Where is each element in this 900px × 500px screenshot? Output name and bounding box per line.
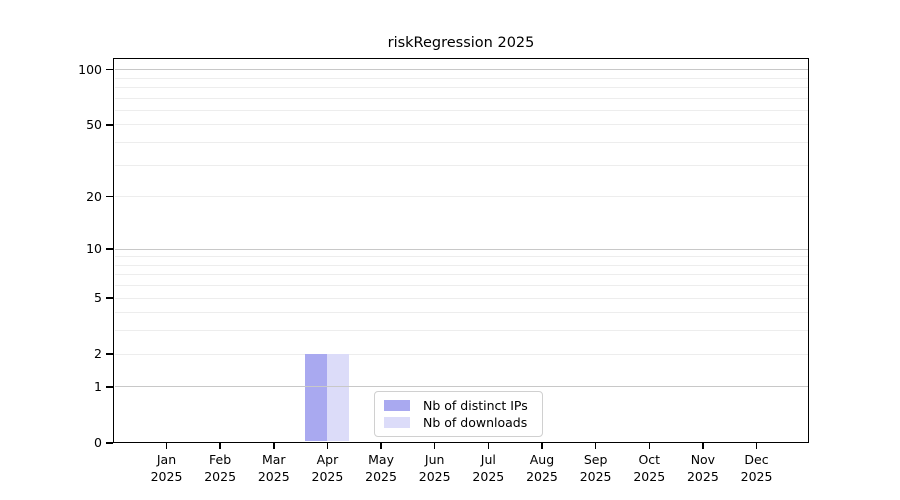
x-tick-label: Apr 2025 xyxy=(311,452,344,484)
bar-nb-of-downloads xyxy=(327,354,350,442)
x-axis-tick xyxy=(541,443,543,449)
legend-item-distinct-ips: Nb of distinct IPs xyxy=(384,398,533,413)
x-axis-tick xyxy=(165,443,168,449)
x-tick-label: Oct 2025 xyxy=(633,452,666,484)
gridline xyxy=(114,353,808,355)
bar-nb-of-distinct-ips xyxy=(305,354,328,442)
y-tick-label: 10 xyxy=(86,241,102,257)
y-tick-label: 2 xyxy=(94,346,102,362)
gridline xyxy=(114,256,808,258)
gridline xyxy=(114,142,808,144)
legend-swatch-distinct-ips xyxy=(384,399,410,411)
legend-swatch-downloads xyxy=(384,417,410,429)
x-tick-label: Feb 2025 xyxy=(204,452,237,484)
legend-item-downloads: Nb of downloads xyxy=(384,415,533,430)
chart-title: riskRegression 2025 xyxy=(387,35,535,51)
y-axis-tick xyxy=(106,248,113,250)
x-axis-tick xyxy=(594,443,597,449)
gridline xyxy=(114,330,808,332)
gridline xyxy=(114,164,808,166)
y-axis-tick xyxy=(106,297,113,299)
x-tick-label: Sep 2025 xyxy=(579,452,612,484)
x-tick-label: Jun 2025 xyxy=(418,452,451,484)
gridline xyxy=(114,285,808,287)
x-axis-tick xyxy=(648,443,650,449)
y-tick-label: 1 xyxy=(94,378,102,394)
gridline xyxy=(114,109,808,111)
legend-label-distinct-ips: Nb of distinct IPs xyxy=(423,397,528,413)
x-tick-label: May 2025 xyxy=(365,452,397,484)
x-axis-tick xyxy=(273,443,275,449)
gridline xyxy=(114,69,808,71)
plot-border xyxy=(113,58,809,443)
y-tick-label: 0 xyxy=(94,435,102,450)
y-axis-tick xyxy=(106,386,113,388)
gridline xyxy=(114,274,808,276)
x-axis-tick xyxy=(487,443,490,449)
gridline xyxy=(114,97,808,99)
legend-label-downloads: Nb of downloads xyxy=(423,415,528,431)
y-tick-label: 5 xyxy=(94,290,102,306)
x-tick-label: Dec 2025 xyxy=(740,452,773,484)
x-tick-label: Jul 2025 xyxy=(472,452,505,484)
x-axis-tick xyxy=(755,443,758,449)
gridline xyxy=(114,124,808,126)
x-axis-tick xyxy=(702,443,704,449)
y-tick-label: 100 xyxy=(78,61,102,77)
gridline xyxy=(114,77,808,79)
gridline xyxy=(114,386,808,388)
y-tick-label: 50 xyxy=(86,116,102,132)
y-axis-tick xyxy=(106,442,113,444)
y-axis-tick xyxy=(106,124,113,126)
x-axis-tick xyxy=(433,443,436,449)
y-axis-tick xyxy=(106,353,113,355)
x-tick-label: Aug 2025 xyxy=(526,452,558,484)
gridline xyxy=(114,312,808,314)
x-axis-tick xyxy=(326,443,329,449)
gridline xyxy=(114,248,808,250)
y-tick-label: 20 xyxy=(86,188,102,204)
gridline xyxy=(114,264,808,266)
y-axis-tick xyxy=(106,195,113,198)
legend: Nb of distinct IPs Nb of downloads xyxy=(374,391,543,437)
x-tick-label: Mar 2025 xyxy=(257,452,290,484)
gridline xyxy=(114,87,808,89)
gridline xyxy=(114,196,808,198)
x-axis-tick xyxy=(380,443,382,449)
y-axis-tick xyxy=(106,68,113,71)
x-tick-label: Nov 2025 xyxy=(686,452,719,484)
x-axis-tick xyxy=(219,443,221,449)
x-tick-label: Jan 2025 xyxy=(150,452,183,484)
gridline xyxy=(114,297,808,299)
